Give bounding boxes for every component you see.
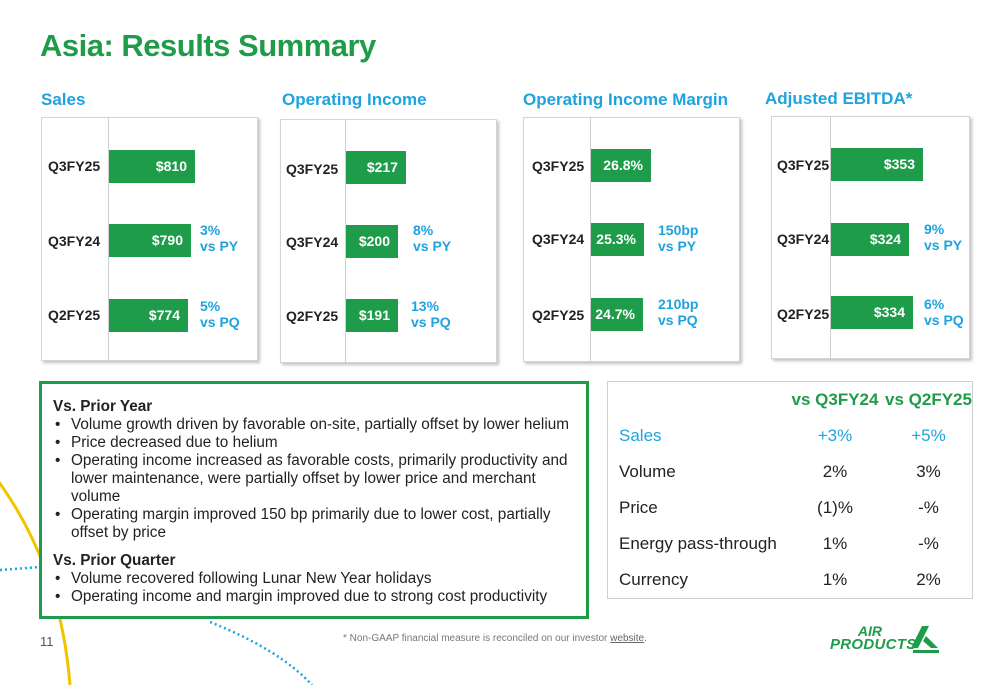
- footnote-end: .: [644, 633, 647, 644]
- blue-dotted-curve: [209, 620, 313, 685]
- table-row: Energy pass-through 1% -%: [608, 526, 972, 562]
- cell-vs-pq: -%: [918, 534, 939, 553]
- row-label: Q3FY24: [48, 233, 101, 249]
- row-label: Q3FY24: [532, 231, 585, 247]
- cell-vs-py: (1)%: [817, 498, 853, 517]
- delta-label: 13% vs PQ: [411, 298, 451, 330]
- row-label: Q3FY25: [286, 161, 339, 177]
- prior-quarter-bullets: Volume recovered following Lunar New Yea…: [53, 570, 576, 606]
- commentary-box: Vs. Prior Year Volume growth driven by f…: [39, 381, 589, 619]
- row-label: Q2FY25: [286, 308, 339, 324]
- operating-margin-bar-chart: Q3FY25 26.8% Q3FY24 25.3% 150bp vs PY Q2F…: [523, 117, 740, 362]
- bar: $217: [346, 151, 406, 184]
- row-label: Sales: [619, 426, 662, 445]
- row-label: Q2FY25: [532, 307, 585, 323]
- page-title: Asia: Results Summary: [40, 28, 376, 63]
- adjusted-ebitda-panel-title: Adjusted EBITDA*: [765, 89, 913, 108]
- row-label: Volume: [619, 462, 676, 481]
- row-label: Q2FY25: [777, 306, 830, 322]
- cell-vs-pq: +5%: [911, 426, 946, 445]
- logo-text-products: PRODUCTS: [830, 636, 917, 653]
- chart-axis: [345, 120, 346, 362]
- bar: $200: [346, 225, 398, 258]
- cell-vs-py: +3%: [817, 426, 853, 445]
- prior-year-heading: Vs. Prior Year: [53, 398, 153, 415]
- blue-dotted-line: [0, 565, 41, 572]
- cell-vs-py: 2%: [822, 462, 848, 481]
- table-row: Sales +3% +5%: [608, 418, 972, 454]
- row-label: Q3FY24: [777, 231, 830, 247]
- delta-label: 8% vs PY: [413, 222, 452, 254]
- footnote: * Non-GAAP financial measure is reconcil…: [343, 633, 647, 644]
- prior-quarter-heading: Vs. Prior Quarter: [53, 552, 176, 569]
- sales-panel-title: Sales: [41, 90, 86, 109]
- prior-year-bullets: Volume growth driven by favorable on-sit…: [53, 416, 576, 542]
- cell-vs-pq: 2%: [916, 570, 941, 589]
- bar: $191: [346, 299, 398, 332]
- operating-income-bar-chart: Q3FY25 $217 Q3FY24 $200 8% vs PY Q2FY25 $…: [280, 119, 497, 363]
- row-label: Q3FY24: [286, 234, 339, 250]
- page-number: 11: [40, 634, 54, 649]
- table-row: Volume 2% 3%: [608, 454, 972, 490]
- drivers-table-box: vs Q3FY24 vs Q2FY25 Sales +3% +5% Volume…: [607, 381, 973, 599]
- cell-vs-py: 1%: [822, 534, 848, 553]
- bar: 24.7%: [591, 298, 643, 331]
- table-row: Currency 1% 2%: [608, 562, 972, 598]
- air-products-logo: AIR PRODUCTS: [826, 623, 944, 655]
- bar: $324: [831, 223, 909, 256]
- table-row: Price (1)% -%: [608, 490, 972, 526]
- delta-label: 150bp vs PY: [658, 222, 699, 254]
- row-label: Q3FY25: [48, 158, 101, 174]
- drivers-table: vs Q3FY24 vs Q2FY25 Sales +3% +5% Volume…: [608, 382, 972, 598]
- list-item: Operating income increased as favorable …: [53, 452, 576, 506]
- adjusted-ebitda-bar-chart: Q3FY25 $353 Q3FY24 $324 9% vs PY Q2FY25 $…: [771, 116, 970, 359]
- table-header-vs-q2fy25: vs Q2FY25: [885, 390, 972, 409]
- chart-axis: [590, 118, 591, 361]
- website-link[interactable]: website: [610, 633, 645, 644]
- footnote-text: * Non-GAAP financial measure is reconcil…: [343, 633, 611, 644]
- logo-mark-icon: [911, 626, 939, 653]
- table-header-row: vs Q3FY24 vs Q2FY25: [608, 382, 972, 418]
- delta-label: 6% vs PQ: [924, 296, 964, 328]
- bar: 25.3%: [591, 223, 644, 256]
- row-label: Q2FY25: [48, 307, 101, 323]
- delta-label: 9% vs PY: [924, 221, 963, 253]
- table-header-blank: [608, 382, 785, 418]
- row-label: Q3FY25: [777, 157, 830, 173]
- cell-vs-pq: -%: [918, 498, 939, 517]
- row-label: Q3FY25: [532, 158, 585, 174]
- sales-bar-chart: Q3FY25 $810 Q3FY24 $790 3% vs PY Q2FY25 $…: [41, 117, 258, 361]
- bar: $774: [109, 299, 188, 332]
- list-item: Volume growth driven by favorable on-sit…: [53, 416, 576, 434]
- bar: $334: [831, 296, 913, 329]
- row-label: Energy pass-through: [619, 534, 777, 553]
- bar: 26.8%: [591, 149, 651, 182]
- logo-text-air: AIR: [857, 623, 882, 639]
- bar: $810: [109, 150, 195, 183]
- list-item: Volume recovered following Lunar New Yea…: [53, 570, 576, 588]
- table-header-vs-q3fy24: vs Q3FY24: [791, 390, 879, 409]
- list-item: Operating margin improved 150 bp primari…: [53, 506, 576, 542]
- delta-label: 5% vs PQ: [200, 298, 240, 330]
- cell-vs-pq: 3%: [916, 462, 941, 481]
- bar: $353: [831, 148, 923, 181]
- bar: $790: [109, 224, 191, 257]
- operating-margin-panel-title: Operating Income Margin: [523, 90, 728, 109]
- list-item: Operating income and margin improved due…: [53, 588, 576, 606]
- row-label: Currency: [619, 570, 688, 589]
- delta-label: 210bp vs PQ: [658, 296, 699, 328]
- chart-axis: [830, 117, 831, 358]
- delta-label: 3% vs PY: [200, 222, 239, 254]
- row-label: Price: [619, 498, 658, 517]
- operating-income-panel-title: Operating Income: [282, 90, 427, 109]
- chart-axis: [108, 118, 109, 360]
- list-item: Price decreased due to helium: [53, 434, 576, 452]
- cell-vs-py: 1%: [822, 570, 848, 589]
